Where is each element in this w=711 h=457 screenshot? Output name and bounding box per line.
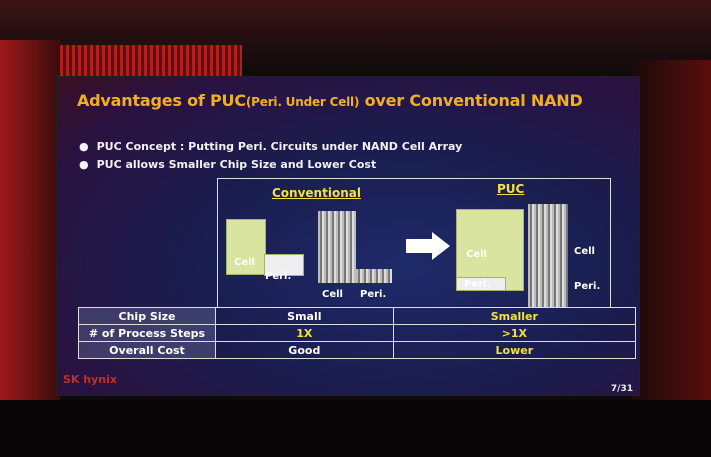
- cell-text: Cell: [322, 289, 343, 300]
- peri-text: Peri.: [265, 271, 292, 282]
- peri-cross-section: [356, 269, 392, 283]
- conventional-label: Conventional: [272, 186, 361, 200]
- diagram: Conventional PUC Cell Peri. Cell Peri. C…: [217, 178, 611, 308]
- table-row: Chip Size Small Smaller: [78, 307, 637, 325]
- cell-text: Cell: [234, 257, 255, 268]
- left-wall: [0, 40, 60, 457]
- cell-cross-section: [318, 211, 356, 283]
- cell-block: [226, 219, 266, 275]
- bullet-2: PUC allows Smaller Chip Size and Lower C…: [79, 158, 377, 171]
- puc-peri-block: [456, 277, 506, 291]
- page-number: 7/31: [610, 384, 633, 394]
- peri-block: [264, 254, 304, 276]
- sk-hynix-logo: SK hynix: [63, 373, 117, 386]
- comparison-table: Chip Size Small Smaller # of Process Steps…: [78, 307, 637, 359]
- bullet-1: PUC Concept : Putting Peri. Circuits und…: [79, 140, 463, 153]
- table-row: # of Process Steps 1X >1X: [78, 324, 637, 342]
- puc-label: PUC: [497, 182, 525, 196]
- slide-title: Advantages of PUC(Peri. Under Cell) over…: [77, 91, 583, 110]
- peri-text: Peri.: [464, 279, 491, 290]
- arrow-head: [432, 232, 450, 260]
- puc-cross-section: [528, 204, 568, 308]
- peri-text: Peri.: [574, 281, 601, 292]
- projection-screen: Advantages of PUC(Peri. Under Cell) over…: [56, 76, 640, 396]
- floor: [0, 400, 711, 457]
- peri-text: Peri.: [360, 289, 387, 300]
- cell-text: Cell: [466, 249, 487, 260]
- arrow-icon: [406, 239, 434, 253]
- puc-cell-block: [456, 209, 524, 291]
- right-wall: [631, 60, 711, 457]
- cell-text: Cell: [574, 246, 595, 257]
- table-row: Overall Cost Good Lower: [78, 341, 637, 359]
